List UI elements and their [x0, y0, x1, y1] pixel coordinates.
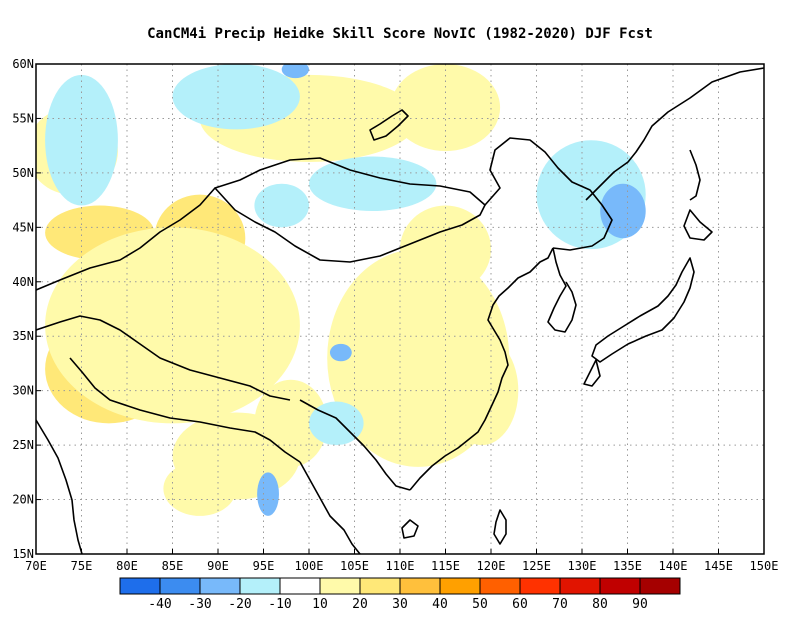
lon-tick-label: 70E — [25, 559, 47, 573]
lat-tick-label: 40N — [12, 275, 34, 289]
lon-tick-label: 140E — [659, 559, 688, 573]
colorbar-label: 30 — [392, 597, 408, 612]
colorbar-swatch — [319, 577, 361, 595]
map-title: CanCM4i Precip Heidke Skill Score NovIC … — [147, 26, 653, 42]
colorbar-label: 80 — [592, 597, 608, 612]
colorbar-label: 40 — [432, 597, 448, 612]
lon-tick-label: 120E — [477, 559, 506, 573]
skill-region-16 — [45, 74, 118, 206]
colorbar-label: -40 — [148, 597, 171, 612]
skill-region-17 — [172, 64, 300, 130]
skill-region-24 — [329, 343, 352, 362]
colorbar-swatch — [479, 577, 521, 595]
colorbar-swatch — [199, 577, 241, 595]
colorbar-label: 50 — [472, 597, 488, 612]
skill-region-19 — [254, 183, 309, 228]
lon-tick-label: 80E — [116, 559, 138, 573]
colorbar-label: 10 — [312, 597, 328, 612]
lat-tick-label: 55N — [12, 111, 34, 125]
lon-tick-label: 100E — [295, 559, 324, 573]
lon-tick-label: 135E — [613, 559, 642, 573]
lat-tick-label: 15N — [12, 547, 34, 561]
lon-tick-label: 150E — [750, 559, 779, 573]
colorbar-label: 60 — [512, 597, 528, 612]
latitude-tick-labels: 15N 20N 25N 30N 35N 40N 45N 50N 55N 60N — [12, 57, 41, 561]
colorbar-swatch — [559, 577, 601, 595]
colorbar-label: 90 — [632, 597, 648, 612]
longitude-tick-labels: 70E 75E 80E 85E 90E 95E 100E 105E 110E 115E 120E 12… — [25, 549, 778, 573]
skill-region-12 — [390, 64, 501, 152]
colorbar-label: 70 — [552, 597, 568, 612]
lon-tick-label: 95E — [253, 559, 275, 573]
color-bar: -40 -30 -20 -10 10 20 30 40 50 60 70 80 90 — [119, 577, 681, 612]
lat-tick-label: 30N — [12, 384, 34, 398]
lon-tick-label: 105E — [340, 559, 369, 573]
lat-tick-label: 35N — [12, 329, 34, 343]
lon-tick-label: 75E — [71, 559, 93, 573]
skill-region-22 — [600, 183, 646, 239]
lon-tick-label: 145E — [704, 559, 733, 573]
colorbar-swatch — [159, 577, 201, 595]
colorbar-label: -20 — [228, 597, 251, 612]
skill-region-15 — [163, 461, 237, 516]
lat-tick-label: 20N — [12, 493, 34, 507]
lon-tick-label: 115E — [431, 559, 460, 573]
skill-region-11 — [400, 205, 491, 293]
lat-tick-label: 50N — [12, 166, 34, 180]
colorbar-swatch — [399, 577, 441, 595]
skill-region-23 — [257, 472, 279, 516]
lon-tick-label: 125E — [522, 559, 551, 573]
colorbar-swatch — [279, 577, 321, 595]
colorbar-label: -10 — [268, 597, 291, 612]
colorbar-swatch — [359, 577, 401, 595]
colorbar-swatch — [239, 577, 281, 595]
skill-region-18 — [309, 156, 437, 211]
skill-region-25 — [281, 64, 309, 79]
skill-region-6 — [45, 227, 300, 424]
lat-lon-grid — [36, 64, 764, 554]
colorbar-label: 20 — [352, 597, 368, 612]
lon-tick-label: 90E — [207, 559, 229, 573]
colorbar-swatch — [439, 577, 481, 595]
lat-tick-label: 25N — [12, 438, 34, 452]
colorbar-label: -30 — [188, 597, 211, 612]
lon-tick-label: 85E — [162, 559, 184, 573]
lon-tick-label: 130E — [568, 559, 597, 573]
colorbar-swatch — [519, 577, 561, 595]
colorbar-swatch — [599, 577, 641, 595]
lat-tick-label: 60N — [12, 57, 34, 71]
coastlines-and-borders — [36, 67, 764, 554]
lon-tick-label: 110E — [386, 559, 415, 573]
lat-tick-label: 45N — [12, 220, 34, 234]
colorbar-swatch — [119, 577, 161, 595]
skill-region-21 — [309, 401, 364, 446]
skill-field — [36, 64, 646, 516]
colorbar-swatch — [639, 577, 681, 595]
